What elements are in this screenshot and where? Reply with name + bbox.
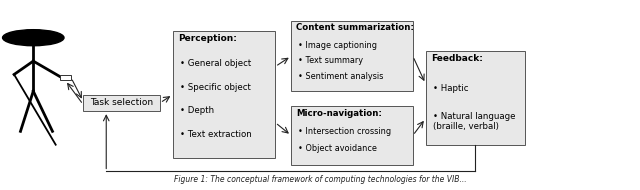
Text: Content summarization:: Content summarization: <box>296 24 414 32</box>
Bar <box>291 106 413 165</box>
Text: • Natural language
(braille, verbal): • Natural language (braille, verbal) <box>433 112 515 131</box>
Text: Figure 1: The conceptual framework of computing technologies for the VIB...: Figure 1: The conceptual framework of co… <box>173 175 467 184</box>
Text: • Specific object: • Specific object <box>180 83 251 92</box>
Text: Feedback:: Feedback: <box>431 54 483 63</box>
Bar <box>291 21 413 91</box>
Text: • Text summary: • Text summary <box>298 56 364 65</box>
Text: • Text extraction: • Text extraction <box>180 130 252 139</box>
Text: • General object: • General object <box>180 59 251 68</box>
Circle shape <box>3 30 64 46</box>
Text: Micro-navigation:: Micro-navigation: <box>296 109 382 118</box>
Text: Perception:: Perception: <box>178 33 237 43</box>
Text: • Depth: • Depth <box>180 106 214 115</box>
Text: Task selection: Task selection <box>90 98 153 107</box>
Text: • Intersection crossing: • Intersection crossing <box>298 127 392 136</box>
Bar <box>60 75 71 80</box>
Bar <box>83 95 160 111</box>
Text: • Object avoidance: • Object avoidance <box>298 144 377 153</box>
Text: • Image captioning: • Image captioning <box>298 40 377 50</box>
Text: • Sentiment analysis: • Sentiment analysis <box>298 72 383 81</box>
Text: • Haptic: • Haptic <box>433 84 468 93</box>
Bar <box>426 51 525 145</box>
Bar <box>173 31 275 158</box>
